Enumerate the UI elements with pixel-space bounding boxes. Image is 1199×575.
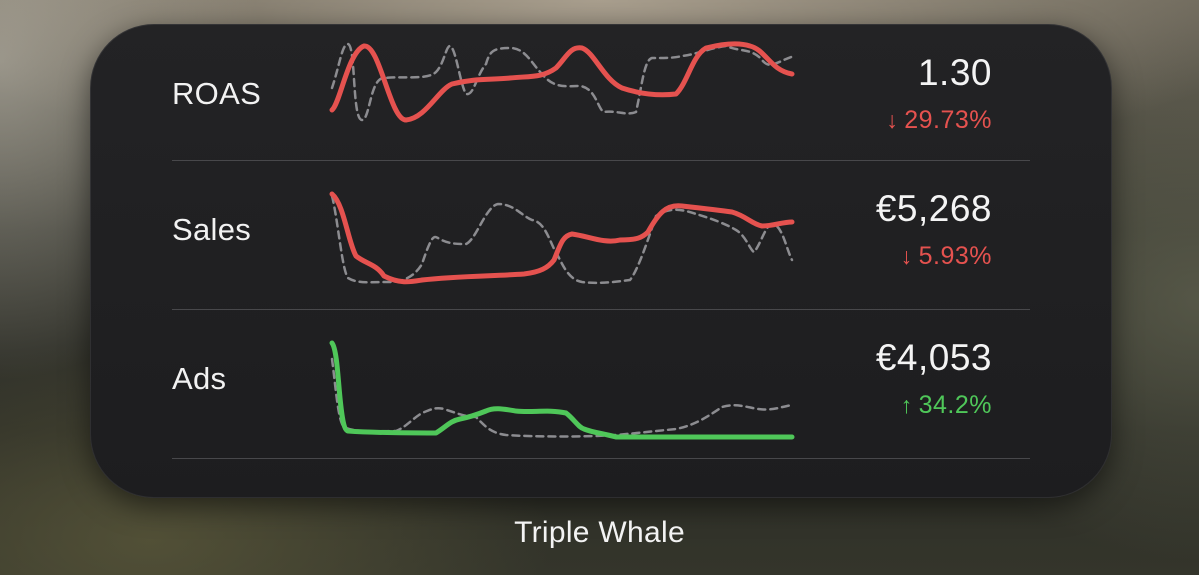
arrow-down-icon: ↓	[900, 243, 913, 269]
sales-sparkline	[329, 191, 795, 285]
metric-value: 1.30	[917, 52, 992, 93]
arrow-up-icon: ↑	[900, 392, 913, 418]
metric-row-roas: ROAS 1.30 ↓ 29.73%	[172, 24, 1030, 173]
metric-change: ↓ 5.93%	[901, 242, 992, 271]
ads-current-line	[329, 340, 795, 440]
row-divider	[172, 309, 1030, 310]
arrow-down-icon: ↓	[886, 107, 899, 133]
triple-whale-widget[interactable]: ROAS 1.30 ↓ 29.73% Sales €5,268 ↓ 5.93% Ad…	[90, 24, 1112, 498]
metric-change-value: 5.93%	[918, 242, 992, 270]
metric-change-value: 34.2%	[918, 391, 992, 419]
sales-current-line	[329, 191, 795, 285]
ads-sparkline	[329, 340, 795, 440]
roas-sparkline	[329, 41, 796, 123]
ads-comparison-line	[330, 357, 794, 438]
row-divider	[172, 160, 1030, 161]
widget-app-name: Triple Whale	[514, 516, 685, 549]
row-divider	[172, 458, 1030, 459]
metric-label: Ads	[172, 361, 227, 396]
metric-change: ↑ 34.2%	[901, 391, 992, 420]
metric-change: ↓ 29.73%	[886, 106, 992, 135]
metric-label: Sales	[172, 212, 252, 247]
roas-current-line	[329, 41, 795, 123]
metric-row-ads: Ads €4,053 ↑ 34.2%	[172, 309, 1030, 458]
roas-comparison-line	[330, 42, 796, 122]
metric-row-sales: Sales €5,268 ↓ 5.93%	[172, 160, 1030, 309]
metric-value: €4,053	[875, 337, 992, 378]
metric-label: ROAS	[172, 76, 262, 111]
metric-value: €5,268	[875, 188, 992, 229]
metric-change-value: 29.73%	[904, 106, 992, 134]
